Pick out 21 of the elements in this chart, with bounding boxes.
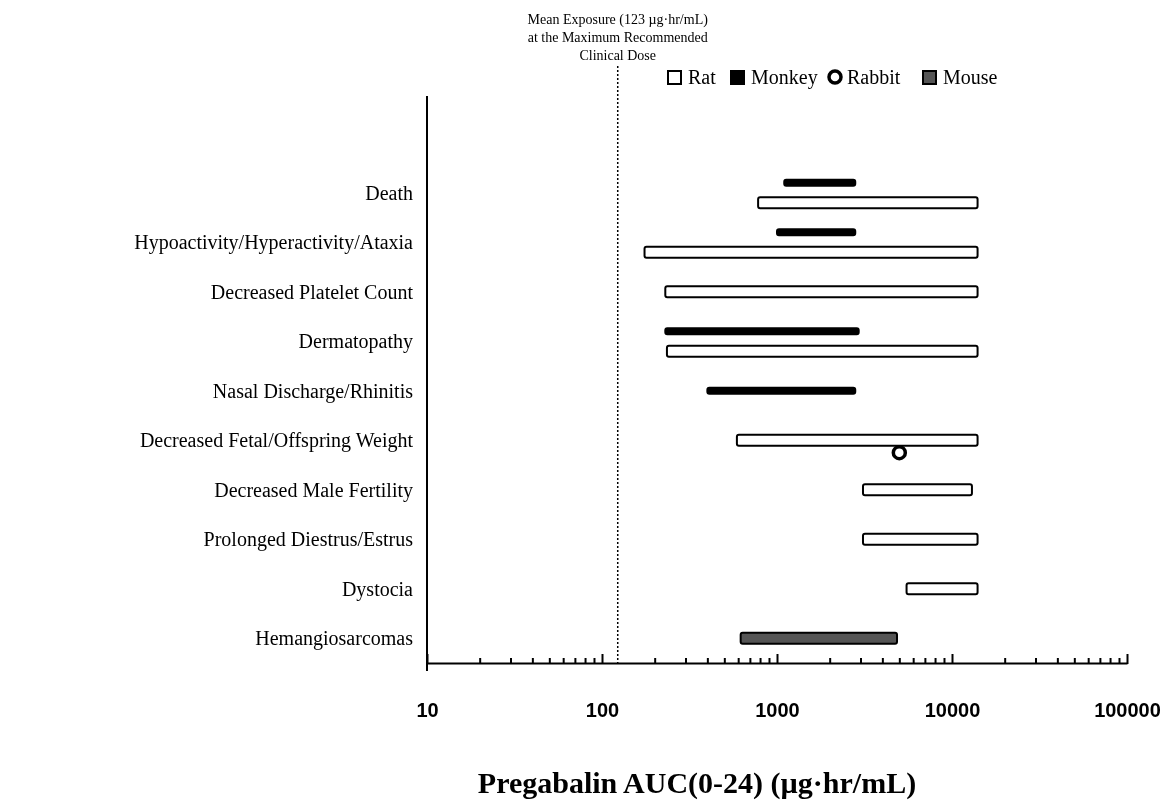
x-tick-label: 100 — [585, 699, 620, 722]
legend-label: Monkey — [751, 66, 818, 89]
y-tick-label: Hypoactivity/Hyperactivity/Ataxia — [134, 231, 414, 255]
legend-label: Mouse — [943, 66, 998, 88]
x-tick-label: 10000 — [924, 699, 981, 722]
x-axis-title: Pregabalin AUC(0-24) (µg·hr/mL) — [477, 766, 917, 800]
y-tick-label: Decreased Male Fertility — [214, 478, 413, 502]
y-tick-label: Death — [365, 181, 413, 204]
legend-label: Rat — [688, 66, 717, 88]
legend-label: Rabbit — [847, 66, 901, 88]
y-tick-label: Prolonged Diestrus/Estrus — [203, 528, 414, 552]
y-tick-label: Hemangiosarcomas — [255, 627, 414, 651]
x-tick-label: 1000 — [755, 699, 800, 722]
y-tick-label: Dystocia — [341, 577, 414, 601]
y-tick-label: Decreased Fetal/Offspring Weight — [139, 429, 414, 453]
x-tick-label: 10 — [416, 699, 439, 722]
x-tick-label: 100000 — [1094, 699, 1160, 722]
y-tick-label: Decreased Platelet Count — [210, 280, 414, 303]
y-tick-label: Nasal Discharge/Rhinitis — [212, 379, 414, 403]
ref-line-label: Mean Exposure (123 µg·hr/mL) at the Maximum Recommended Clinical Dose — [527, 12, 709, 63]
y-tick-label: Dermatopathy — [298, 330, 413, 354]
